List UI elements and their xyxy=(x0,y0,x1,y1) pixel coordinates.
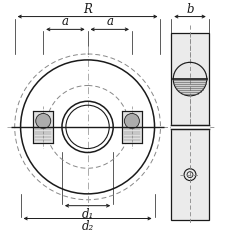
Text: d₂: d₂ xyxy=(82,220,94,234)
Text: d₁: d₁ xyxy=(82,208,94,221)
Bar xyxy=(122,111,142,143)
Bar xyxy=(34,111,53,143)
Circle shape xyxy=(36,114,51,128)
Text: R: R xyxy=(83,2,92,16)
Circle shape xyxy=(173,62,207,96)
Circle shape xyxy=(20,60,154,194)
Text: b: b xyxy=(186,2,194,16)
Bar xyxy=(171,33,209,220)
Text: a: a xyxy=(62,16,69,28)
Circle shape xyxy=(124,114,140,128)
Polygon shape xyxy=(173,62,207,79)
Bar xyxy=(171,125,209,129)
Text: a: a xyxy=(106,16,113,28)
